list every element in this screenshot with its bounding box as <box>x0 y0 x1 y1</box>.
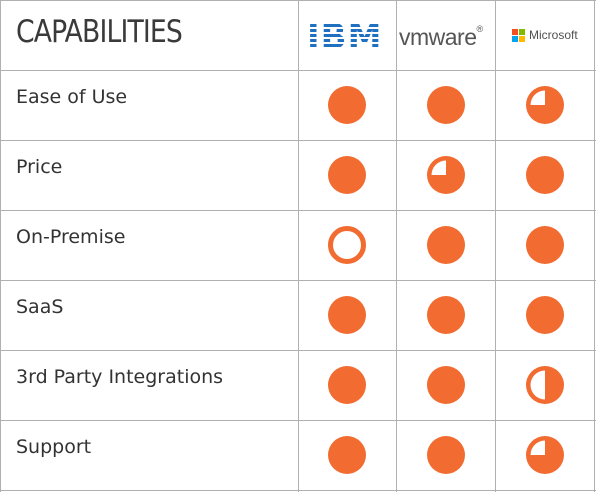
capability-label: On-Premise <box>16 226 126 248</box>
table-heading: CAPABILITIES <box>16 14 183 50</box>
grid-line <box>0 0 1 492</box>
registered-mark: ® <box>476 24 484 34</box>
rating-icon-ibm <box>328 226 366 264</box>
rating-icon-ibm <box>328 86 366 124</box>
rating-icon-ibm <box>328 436 366 474</box>
grid-line <box>298 0 299 492</box>
microsoft-logo-text: Microsoft <box>529 28 578 42</box>
rating-icon-vmware <box>427 156 465 194</box>
rating-icon-microsoft <box>526 436 564 474</box>
capability-label: Ease of Use <box>16 86 128 108</box>
rating-icon-microsoft <box>526 156 564 194</box>
rating-icon-ibm <box>328 156 366 194</box>
ibm-logo-text: IBM <box>307 17 382 54</box>
rating-icon-microsoft <box>526 366 564 404</box>
rating-icon-microsoft <box>526 296 564 334</box>
rating-icon-ibm <box>328 296 366 334</box>
rating-icon-vmware <box>427 86 465 124</box>
rating-icon-vmware <box>427 366 465 404</box>
grid-line <box>594 0 595 492</box>
rating-icon-vmware <box>427 296 465 334</box>
rating-icon-ibm <box>328 366 366 404</box>
rating-icon-vmware <box>427 226 465 264</box>
capability-label: 3rd Party Integrations <box>16 366 224 388</box>
vmware-logo-text: vmware <box>399 24 477 50</box>
rating-icon-microsoft <box>526 86 564 124</box>
capability-label: Price <box>16 156 63 178</box>
rating-icon-vmware <box>427 436 465 474</box>
ibm-logo: IBM <box>306 14 388 59</box>
microsoft-logo: Microsoft <box>512 28 578 42</box>
grid-line <box>396 0 397 492</box>
vmware-logo: vmware® <box>399 24 483 51</box>
ibm-logo-mark: IBM <box>307 17 382 57</box>
grid-line <box>495 0 496 492</box>
microsoft-windows-icon <box>512 28 525 42</box>
rating-icon-microsoft <box>526 226 564 264</box>
capability-label: Support <box>16 436 92 458</box>
capability-label: SaaS <box>16 296 64 318</box>
